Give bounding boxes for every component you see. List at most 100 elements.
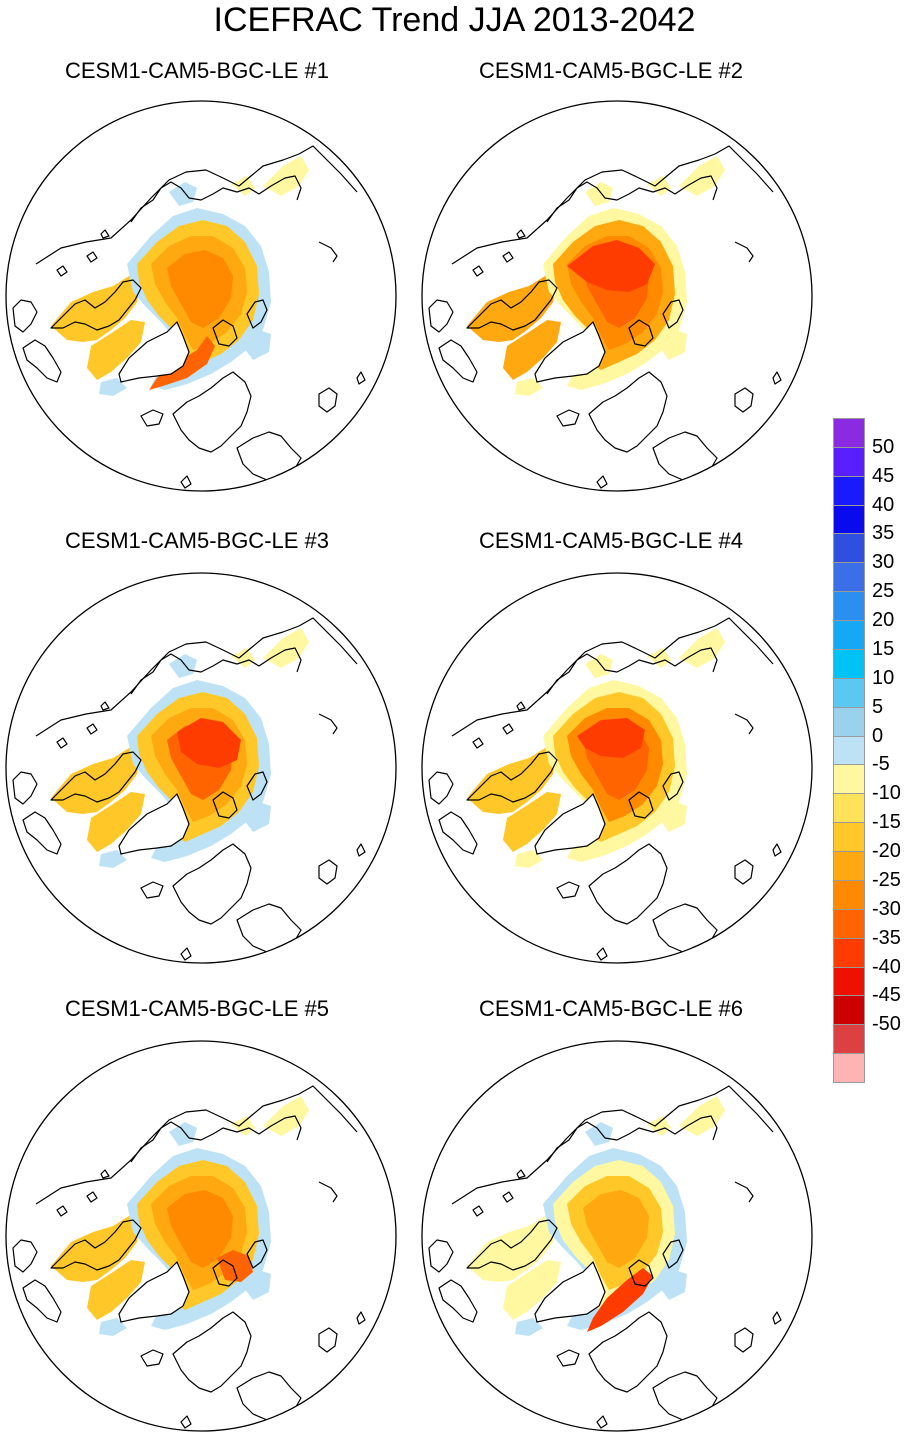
colorbar-cell <box>833 966 865 997</box>
coastline-canadaIslands <box>466 279 558 331</box>
coastline-uk <box>318 387 338 413</box>
coastline-scandinavia <box>588 843 668 925</box>
colorbar-cell <box>833 1053 865 1083</box>
field-siberia-patch <box>231 1116 255 1136</box>
sea-ice-field <box>428 1085 782 1429</box>
coastline-baffin <box>438 811 478 855</box>
map-boundary <box>5 100 397 492</box>
field-hotspot <box>177 718 241 768</box>
colorbar-label: 25 <box>872 580 895 603</box>
coastline-smallIsl6 <box>180 475 192 489</box>
colorbar-label: -30 <box>872 897 901 920</box>
coastline-svalbard <box>212 1259 238 1287</box>
coastline-smallIsl6 <box>596 1415 608 1429</box>
map-boundary <box>5 572 397 964</box>
coastline-baffin <box>22 1279 62 1323</box>
colorbar-label: 30 <box>872 551 895 574</box>
coastline-alaskaLine <box>318 241 338 263</box>
coastline-smallIsl1 <box>56 737 68 749</box>
colorbar-cell <box>833 908 865 939</box>
coastline-smallIsl3 <box>100 701 110 711</box>
coastline-smallIsl3 <box>516 229 526 239</box>
coastline-smallIsl1 <box>472 1205 484 1217</box>
polar-map-6 <box>417 1036 817 1436</box>
field-okhotsk <box>263 628 309 668</box>
polar-map-svg <box>5 100 397 492</box>
field-baffin <box>87 792 145 852</box>
coastline-smallIsl3 <box>516 1169 526 1179</box>
colorbar-cell <box>833 418 865 448</box>
colorbar-label: 0 <box>872 724 884 747</box>
map-boundary <box>421 572 813 964</box>
field-bering <box>169 654 197 678</box>
colorbar-label: 35 <box>872 522 895 545</box>
colorbar-label: 15 <box>872 637 895 660</box>
panel-title-3: CESM1-CAM5-BGC-LE #3 <box>64 528 330 553</box>
field-canada <box>467 748 557 814</box>
field-fringe-b <box>99 378 127 396</box>
colorbar-cell <box>833 648 865 679</box>
coastline-smallIsl6 <box>596 475 608 489</box>
polar-map-svg <box>421 572 813 964</box>
coastline-smallIsl5 <box>356 1311 366 1325</box>
coastline-smallIsl2 <box>86 723 98 735</box>
field-fringe-a <box>657 802 687 832</box>
colorbar-cell <box>833 504 865 535</box>
coastline-europe <box>652 1371 718 1421</box>
coastline-siberia <box>451 145 774 265</box>
coastline-siberia <box>451 1085 774 1205</box>
greenland <box>118 320 190 383</box>
field-hotspot <box>577 718 645 758</box>
coastline-hudson <box>428 299 454 333</box>
coastline-siberiaCoast <box>546 647 718 695</box>
field-okhotsk <box>263 1096 309 1136</box>
polar-map-1 <box>1 96 401 496</box>
polar-map-svg <box>421 1040 813 1432</box>
sea-ice-field <box>12 145 366 489</box>
polar-map-4 <box>417 568 817 968</box>
coastline-alaskaLine <box>734 1181 754 1203</box>
field-canada <box>51 1216 141 1282</box>
map-boundary <box>421 1040 813 1432</box>
coastline-europe <box>652 431 718 481</box>
coastline-canadaIslands <box>50 279 142 331</box>
field-fringe-b <box>515 850 543 868</box>
coastline-smallIsl5 <box>356 371 366 385</box>
coastline-siberia <box>35 145 358 265</box>
field-siberia-patch <box>231 648 255 668</box>
colorbar-label: 10 <box>872 666 895 689</box>
coastline-siberiaCoast <box>546 1115 718 1163</box>
coastline-siberiaCoast <box>130 647 302 695</box>
sea-ice-field <box>428 145 782 489</box>
coastline-alaskaLine <box>734 241 754 263</box>
field-bering <box>169 182 197 206</box>
field-bering <box>585 1122 613 1146</box>
greenland <box>118 792 190 855</box>
coastline-iceland <box>556 409 580 427</box>
colorbar-label: 20 <box>872 609 895 632</box>
field-baffin <box>503 792 561 852</box>
field-fringe-a <box>657 1270 687 1300</box>
coastline-iceland <box>556 881 580 899</box>
colorbar-cell <box>833 822 865 853</box>
field-bering <box>585 654 613 678</box>
coastline-baffin <box>22 811 62 855</box>
coastline-uk <box>734 1327 754 1353</box>
coastline-smallIsl4 <box>340 449 352 463</box>
polar-map-3 <box>1 568 401 968</box>
coastline-uk <box>318 859 338 885</box>
coastline-europe <box>236 1371 302 1421</box>
field-inner <box>167 250 233 328</box>
coastline-smallIsl2 <box>502 723 514 735</box>
coastline-smallIsl5 <box>772 371 782 385</box>
coastline-smallIsl2 <box>86 1191 98 1203</box>
coastline-smallIsl6 <box>180 1415 192 1429</box>
sea-ice-field <box>428 617 782 961</box>
panel-title-6: CESM1-CAM5-BGC-LE #6 <box>478 996 744 1021</box>
panel-title-4: CESM1-CAM5-BGC-LE #4 <box>478 528 744 553</box>
colorbar-cell <box>833 591 865 622</box>
colorbar-cell <box>833 995 865 1026</box>
field-fringe-b <box>99 1318 127 1336</box>
colorbar-label: -15 <box>872 811 901 834</box>
coastline-alaskaLine <box>318 1181 338 1203</box>
